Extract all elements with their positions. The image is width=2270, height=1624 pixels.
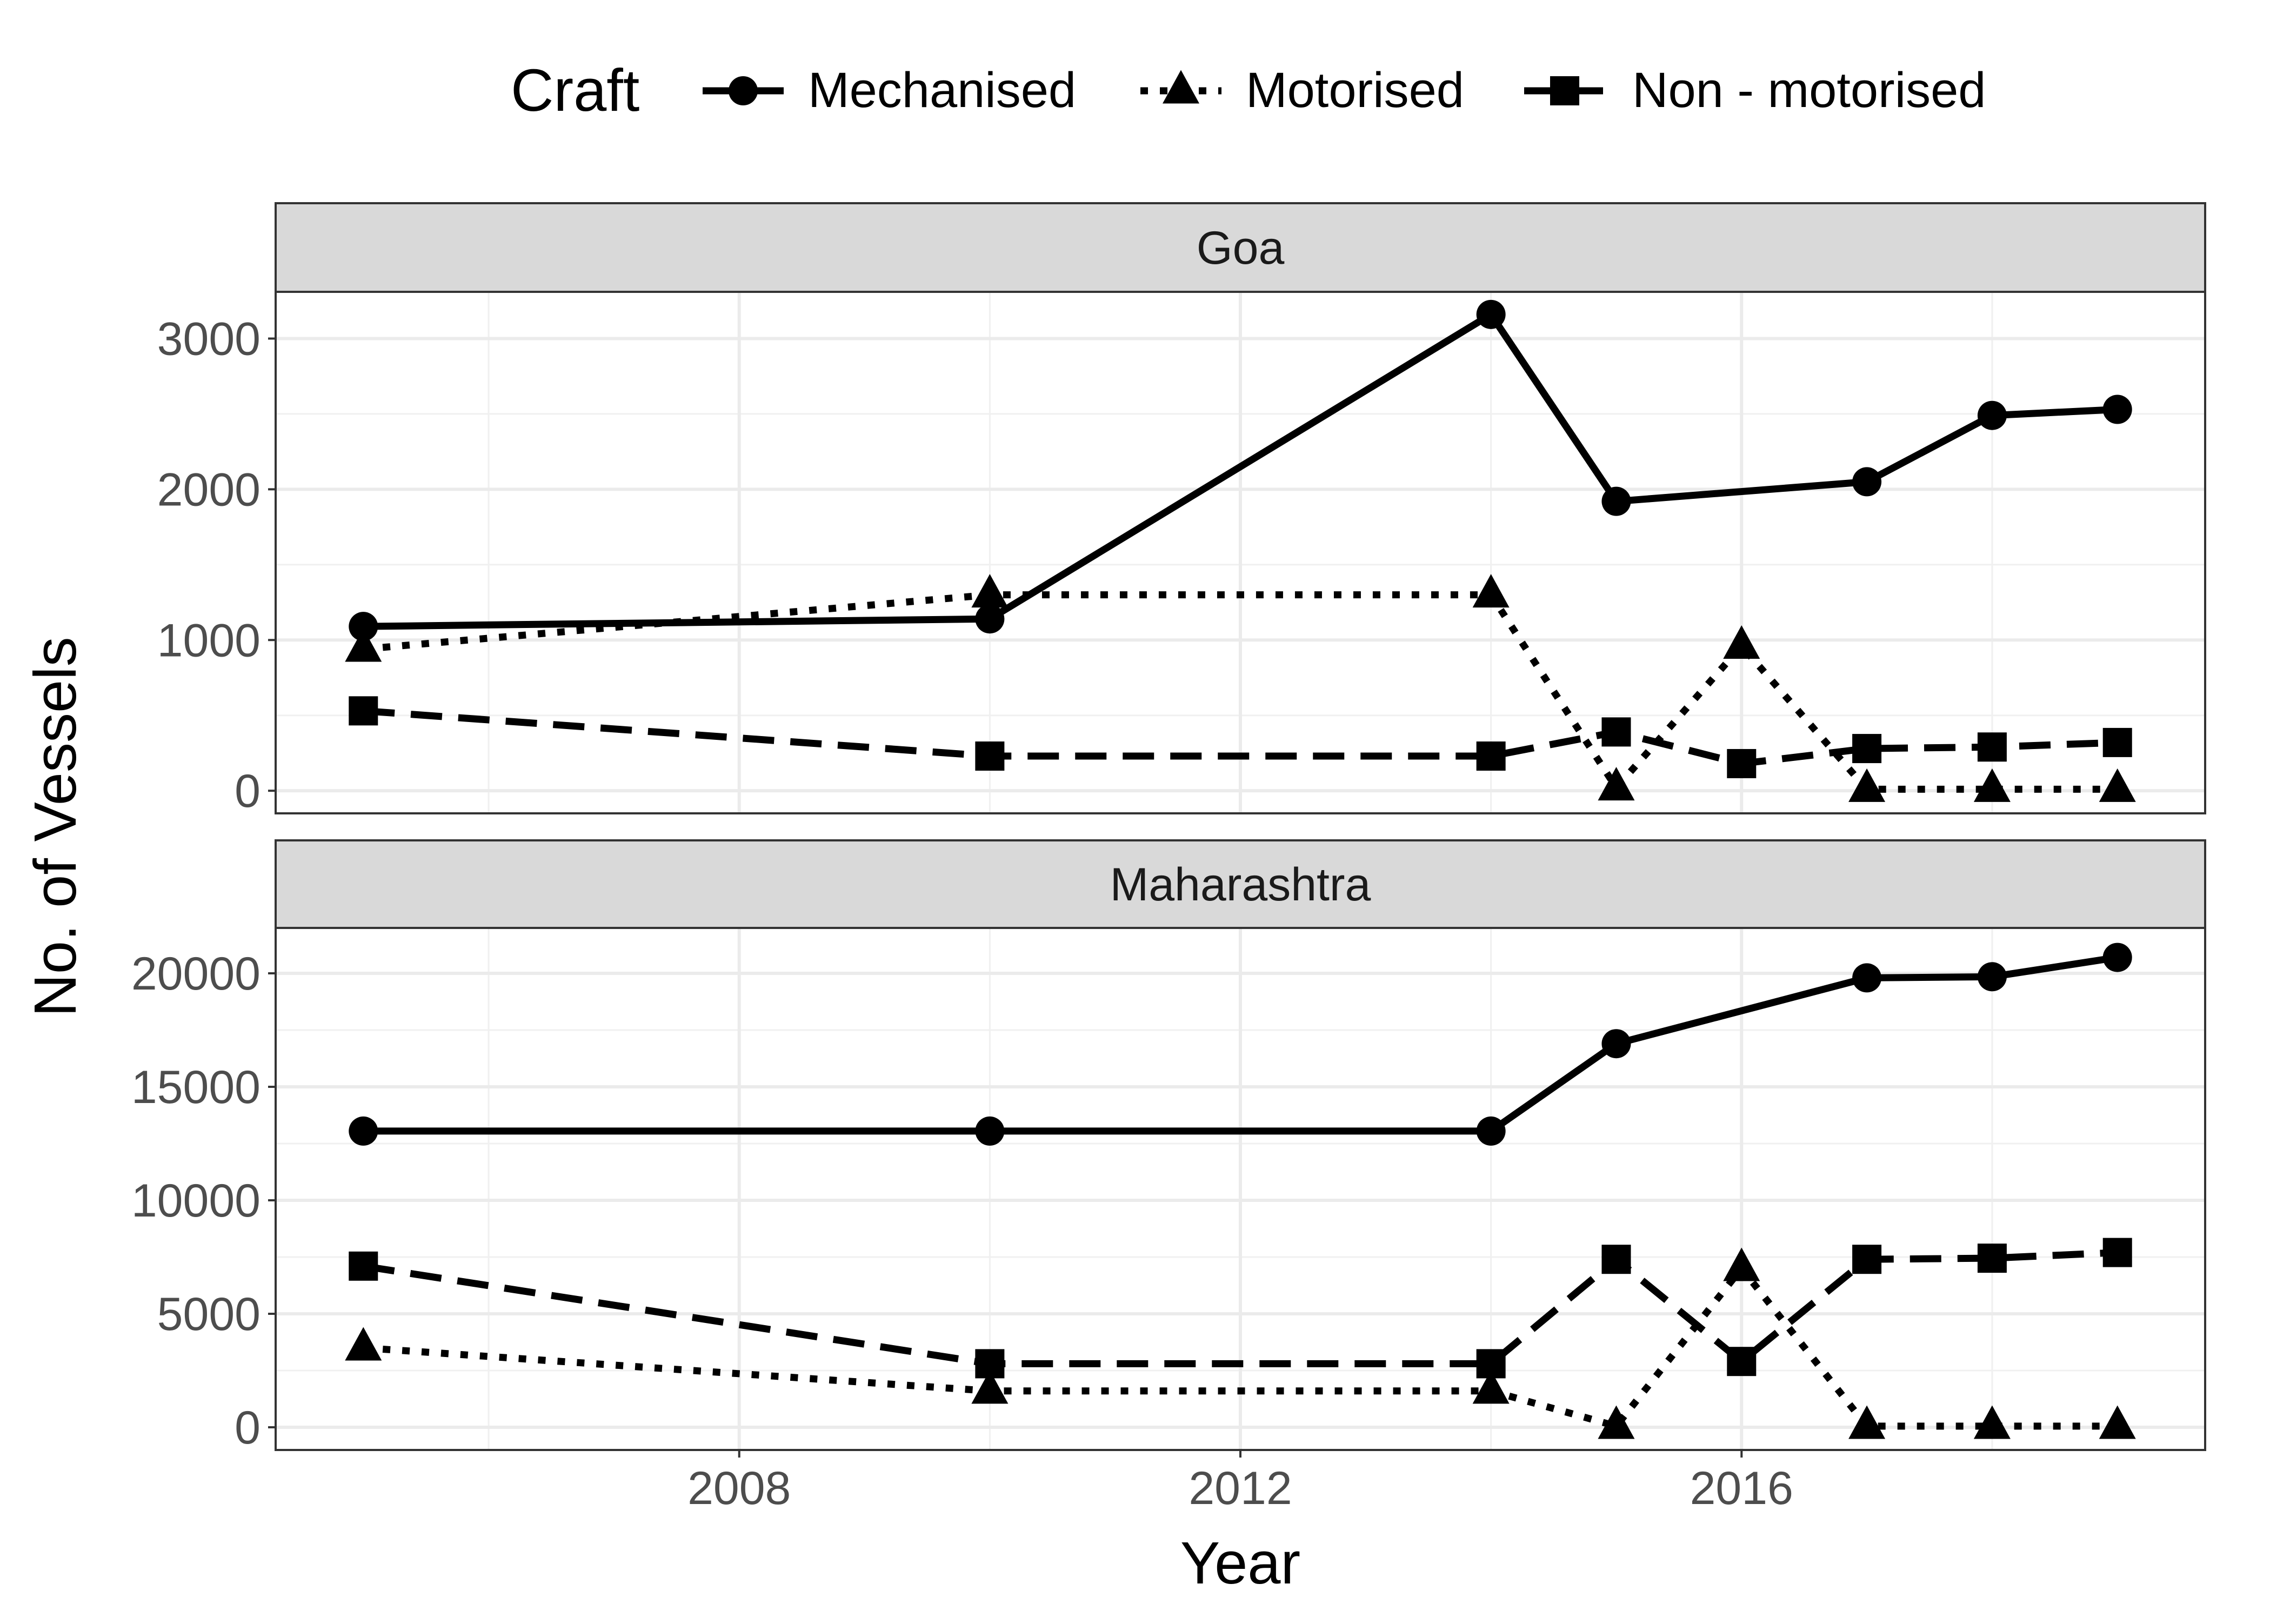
- strip-label-maharashtra: Maharashtra: [1110, 859, 1371, 911]
- point-non-motorised-goa: [1476, 741, 1506, 771]
- point-motorised-maharashtra: [1472, 1370, 1510, 1404]
- point-mechanised-maharashtra: [349, 1116, 378, 1146]
- point-non-motorised-goa: [1977, 732, 2007, 762]
- point-non-motorised-goa: [349, 696, 378, 726]
- point-motorised-goa: [345, 628, 382, 662]
- point-motorised-goa: [1598, 767, 1635, 801]
- point-motorised-goa: [1973, 768, 2011, 802]
- point-motorised-goa: [1848, 768, 1886, 802]
- y-tick-label-goa: 1000: [157, 614, 261, 666]
- x-tick-label: 2008: [687, 1462, 791, 1514]
- y-tick-label-maharashtra: 5000: [157, 1288, 261, 1340]
- y-tick-label-maharashtra: 10000: [131, 1175, 261, 1227]
- point-non-motorised-goa: [2102, 727, 2132, 757]
- y-tick-label-maharashtra: 0: [235, 1402, 261, 1454]
- strip-goa: [275, 202, 2206, 293]
- point-non-motorised-goa: [1601, 717, 1631, 747]
- x-tick-label: 2016: [1690, 1462, 1793, 1514]
- point-non-motorised-maharashtra: [1977, 1244, 2007, 1273]
- point-mechanised-maharashtra: [1852, 963, 1882, 993]
- strip-maharashtra: [275, 839, 2206, 929]
- point-mechanised-maharashtra: [1601, 1029, 1631, 1059]
- point-motorised-goa: [1723, 625, 1760, 659]
- point-non-motorised-maharashtra: [2102, 1238, 2132, 1267]
- point-motorised-maharashtra: [2099, 1405, 2136, 1439]
- point-mechanised-goa: [1852, 467, 1882, 497]
- point-non-motorised-goa: [975, 741, 1005, 771]
- y-tick-label-goa: 3000: [157, 313, 261, 365]
- point-motorised-goa: [971, 574, 1009, 608]
- x-tick-label: 2012: [1189, 1462, 1292, 1514]
- y-axis-title: No. of Vessels: [22, 637, 89, 1017]
- point-mechanised-goa: [2102, 395, 2132, 424]
- x-axis-title: Year: [1180, 1530, 1300, 1596]
- point-mechanised-maharashtra: [975, 1116, 1005, 1146]
- panel-border-goa: [275, 291, 2206, 814]
- legend-key-marker-mechanised: [729, 76, 758, 105]
- legend-title: Craft: [511, 57, 639, 124]
- legend-label-motorised: Motorised: [1246, 63, 1464, 118]
- y-tick-label-goa: 0: [235, 765, 261, 817]
- point-non-motorised-maharashtra: [1476, 1349, 1506, 1379]
- point-mechanised-goa: [975, 604, 1005, 634]
- y-tick-label-maharashtra: 15000: [131, 1061, 261, 1113]
- legend-key-marker-motorised: [1163, 70, 1199, 104]
- y-tick-label-maharashtra: 20000: [131, 948, 261, 1000]
- point-mechanised-goa: [1601, 486, 1631, 516]
- point-non-motorised-maharashtra: [1852, 1245, 1882, 1274]
- point-mechanised-goa: [1476, 299, 1506, 329]
- legend-label-mechanised: Mechanised: [808, 63, 1076, 118]
- strip-label-goa: Goa: [1197, 222, 1285, 274]
- point-motorised-goa: [2099, 768, 2136, 802]
- point-motorised-maharashtra: [1848, 1405, 1886, 1439]
- point-motorised-maharashtra: [971, 1370, 1009, 1404]
- point-mechanised-maharashtra: [2102, 943, 2132, 972]
- point-mechanised-goa: [349, 612, 378, 641]
- point-mechanised-maharashtra: [1977, 962, 2007, 992]
- y-tick-label-goa: 2000: [157, 464, 261, 516]
- point-mechanised-maharashtra: [1476, 1116, 1506, 1146]
- point-motorised-maharashtra: [1973, 1405, 2011, 1439]
- point-non-motorised-maharashtra: [349, 1251, 378, 1281]
- point-non-motorised-goa: [1852, 734, 1882, 764]
- series-line-non-motorised-maharashtra: [363, 1249, 2118, 1367]
- point-non-motorised-maharashtra: [975, 1349, 1005, 1379]
- point-non-motorised-goa: [1727, 748, 1757, 778]
- point-motorised-maharashtra: [1723, 1247, 1760, 1281]
- point-motorised-maharashtra: [1598, 1405, 1635, 1439]
- point-mechanised-goa: [1977, 400, 2007, 430]
- point-non-motorised-maharashtra: [1727, 1347, 1757, 1376]
- legend-key-marker-non-motorised: [1550, 76, 1579, 105]
- legend-label-non-motorised: Non - motorised: [1632, 63, 1986, 118]
- point-motorised-maharashtra: [345, 1327, 382, 1361]
- point-non-motorised-maharashtra: [1601, 1245, 1631, 1274]
- point-motorised-goa: [1472, 574, 1510, 608]
